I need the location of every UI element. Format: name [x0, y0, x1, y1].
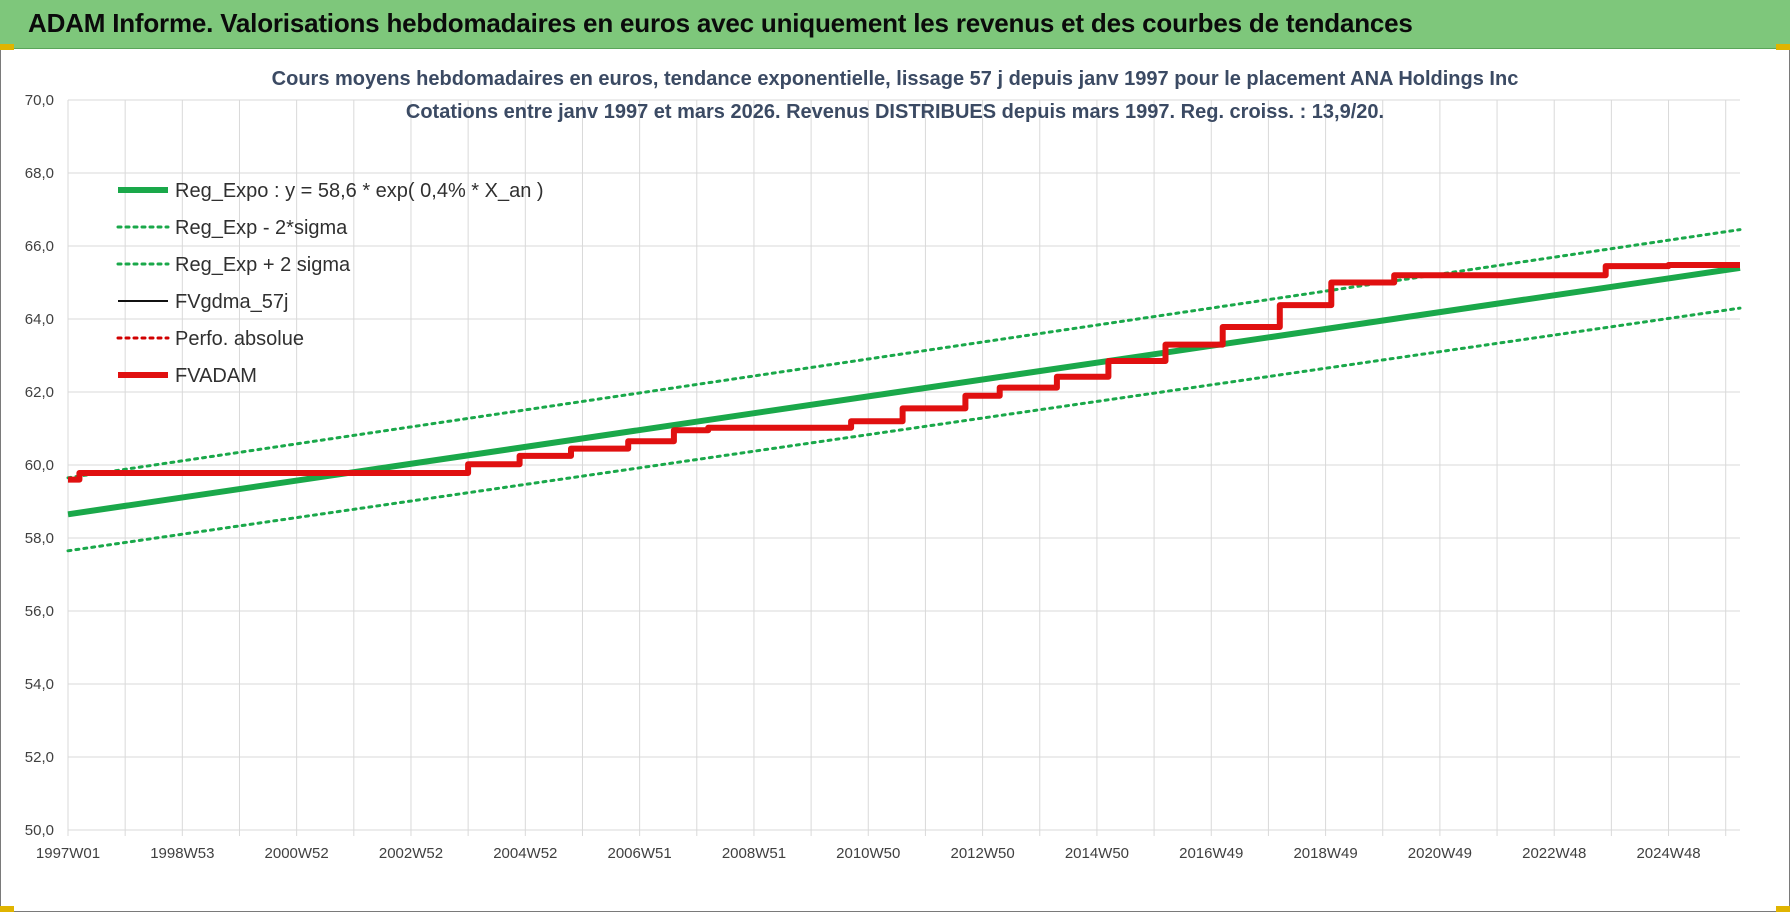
legend-label: FVgdma_57j	[175, 291, 288, 313]
corner-marker	[1776, 44, 1790, 50]
report-header: ADAM Informe. Valorisations hebdomadaire…	[0, 0, 1790, 49]
chart-title: Cours moyens hebdomadaires en euros, ten…	[272, 68, 1519, 90]
y-tick-label: 54,0	[25, 676, 54, 693]
legend-label: Reg_Expo : y = 58,6 * exp( 0,4% * X_an )	[175, 180, 544, 202]
legend-label: Reg_Exp + 2 sigma	[175, 254, 351, 276]
x-tick-label: 2014W50	[1065, 845, 1129, 862]
y-tick-label: 64,0	[25, 311, 54, 328]
x-tick-label: 2024W48	[1636, 845, 1700, 862]
chart-svg: Cours moyens hebdomadaires en euros, ten…	[25, 68, 1742, 862]
y-tick-label: 50,0	[25, 822, 54, 839]
x-tick-label: 2022W48	[1522, 845, 1586, 862]
x-tick-label: 2018W49	[1293, 845, 1357, 862]
fvadam-line	[68, 262, 1740, 483]
y-tick-label: 70,0	[25, 92, 54, 109]
x-tick-label: 2008W51	[722, 845, 786, 862]
legend-label: Reg_Exp - 2*sigma	[175, 217, 348, 239]
x-tick-label: 2016W49	[1179, 845, 1243, 862]
corner-marker	[0, 906, 14, 912]
x-tick-label: 2020W49	[1408, 845, 1472, 862]
y-tick-label: 52,0	[25, 749, 54, 766]
legend-label: Perfo. absolue	[175, 328, 304, 350]
x-tick-label: 1998W53	[150, 845, 214, 862]
y-tick-label: 56,0	[25, 603, 54, 620]
corner-marker	[0, 44, 14, 50]
chart-area: Cours moyens hebdomadaires en euros, ten…	[0, 50, 1790, 912]
legend-label: FVADAM	[175, 365, 257, 387]
chart-subtitle: Cotations entre janv 1997 et mars 2026. …	[406, 101, 1384, 123]
reg-exp-minus-2sigma-line	[66, 306, 1742, 553]
x-tick-label: 1997W01	[36, 845, 100, 862]
x-tick-label: 2002W52	[379, 845, 443, 862]
y-tick-label: 68,0	[25, 165, 54, 182]
chart-grid	[67, 99, 1740, 836]
x-tick-label: 2006W51	[608, 845, 672, 862]
chart-legend: Reg_Expo : y = 58,6 * exp( 0,4% * X_an )…	[116, 180, 544, 387]
y-tick-label: 66,0	[25, 238, 54, 255]
x-tick-label: 2000W52	[265, 845, 329, 862]
x-tick-label: 2012W50	[950, 845, 1014, 862]
x-axis-ticks: 1997W01 1998W53 2000W52 2002W52 2004W52 2006W…	[36, 845, 1701, 862]
y-tick-label: 58,0	[25, 530, 54, 547]
y-axis-ticks: 70,0 68,0 66,0 64,0 62,0 60,0 58,0 56,0 54,0 52,0…	[25, 92, 54, 839]
fvgdma-line	[68, 265, 1740, 483]
x-tick-label: 2004W52	[493, 845, 557, 862]
y-tick-label: 62,0	[25, 384, 54, 401]
x-tick-label: 2010W50	[836, 845, 900, 862]
y-tick-label: 60,0	[25, 457, 54, 474]
reg-expo-line	[67, 264, 1741, 518]
reg-exp-plus-2sigma-line	[66, 228, 1742, 480]
corner-marker	[1776, 906, 1790, 912]
report-title: ADAM Informe. Valorisations hebdomadaire…	[28, 8, 1413, 38]
chart-series	[66, 228, 1742, 553]
